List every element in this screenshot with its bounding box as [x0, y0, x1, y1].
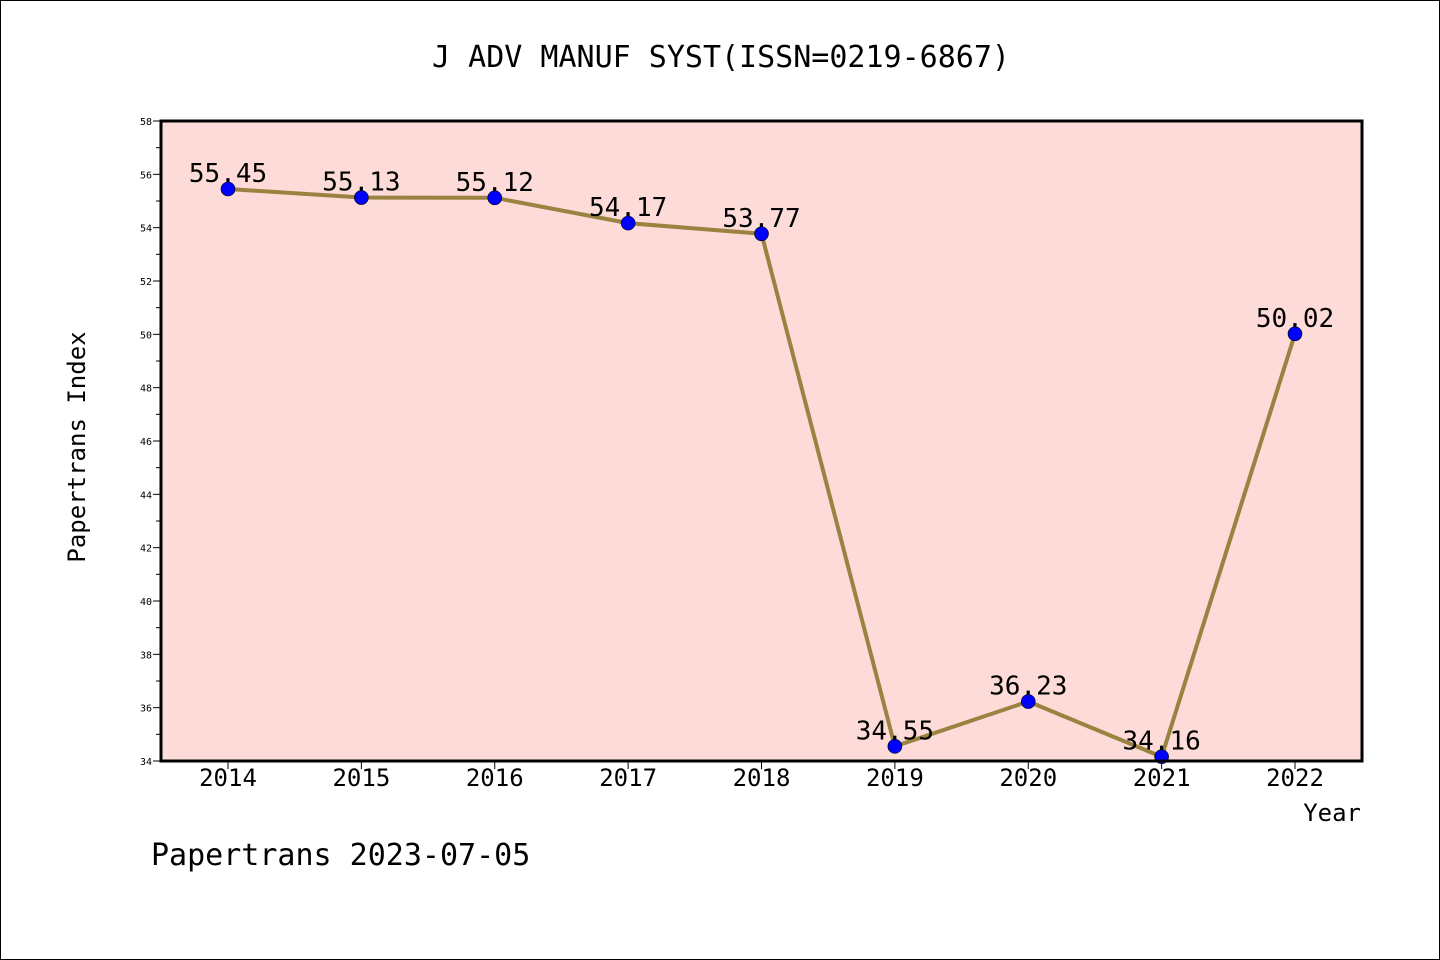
- y-tick-label: 40: [140, 597, 152, 608]
- data-point: [887, 739, 903, 754]
- data-label: 53.77: [722, 204, 800, 234]
- y-tick-label: 58: [140, 117, 152, 128]
- y-tick-label: 50: [140, 330, 152, 341]
- y-tick-label: 46: [140, 437, 152, 448]
- x-tick-label: 2017: [599, 764, 657, 792]
- y-tick-label: 38: [140, 650, 152, 661]
- y-tick-label: 52: [140, 277, 152, 288]
- x-axis-label: Year: [1303, 799, 1361, 827]
- data-label: 55.12: [456, 168, 534, 198]
- x-tick-label: 2021: [1133, 764, 1191, 792]
- x-tick-label: 2020: [999, 764, 1057, 792]
- x-tick-label: 2016: [466, 764, 524, 792]
- series-layer: 55.45 55.13 55.12 54.17 53.77 34.55 36.23 34.16…: [189, 159, 1334, 765]
- y-tick-label: 36: [140, 704, 152, 715]
- footer-credit: Papertrans 2023-07-05: [151, 838, 530, 873]
- data-point: [1287, 326, 1303, 342]
- y-tick-label: 48: [140, 384, 152, 395]
- data-label: 55.45: [189, 159, 267, 189]
- data-label: 34.16: [1122, 727, 1200, 757]
- x-tick-label: 2022: [1266, 764, 1324, 792]
- data-point: [754, 226, 769, 242]
- y-tick-label: 34: [140, 757, 152, 768]
- x-tick-label: 2018: [733, 764, 791, 792]
- x-tick-label: 2015: [332, 764, 390, 792]
- data-point: [620, 215, 636, 231]
- x-tick-label: 2019: [866, 764, 924, 792]
- y-axis-ticks: 34 36 38 40 42 44 46 48 50 52 54 56 58: [140, 117, 161, 768]
- x-tick-label: 2014: [199, 764, 257, 792]
- data-point: [487, 190, 503, 206]
- data-label: 36.23: [989, 672, 1067, 702]
- data-point: [220, 181, 236, 197]
- data-point: [1020, 694, 1036, 709]
- plot-frame: [159, 119, 1364, 763]
- x-axis-ticks: 2014 2015 2016 2017 2018 2019 2020 2021 2022: [199, 761, 1324, 792]
- data-label: 54.17: [589, 193, 667, 223]
- chart-title: J ADV MANUF SYST(ISSN=0219-6867): [432, 40, 1010, 75]
- y-tick-label: 44: [140, 490, 152, 501]
- y-tick-label: 54: [140, 224, 152, 235]
- data-label: 50.02: [1256, 304, 1334, 334]
- y-axis-label: Papertrans Index: [63, 331, 91, 562]
- data-point: [354, 190, 369, 205]
- y-tick-label: 42: [140, 544, 152, 555]
- y-tick-label: 56: [140, 170, 152, 181]
- data-label: 55.13: [322, 168, 400, 198]
- data-label: 34.55: [856, 716, 934, 746]
